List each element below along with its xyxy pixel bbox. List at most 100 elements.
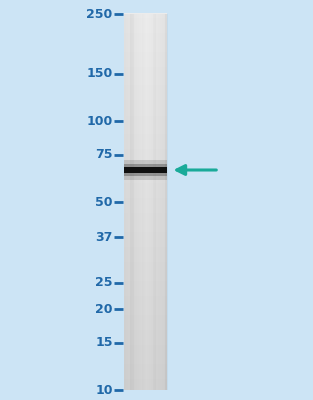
Bar [161, 14, 162, 390]
Bar [124, 239, 167, 243]
Bar [124, 179, 167, 183]
Bar [124, 58, 167, 63]
Bar [124, 273, 167, 277]
Bar [124, 167, 167, 173]
Bar [154, 14, 156, 390]
Bar [140, 14, 141, 390]
Bar [124, 318, 167, 322]
Bar [124, 378, 167, 382]
Bar [124, 348, 167, 352]
Bar [124, 104, 167, 108]
Bar [129, 14, 131, 390]
Bar [135, 14, 136, 390]
Bar [164, 14, 166, 390]
Bar [167, 14, 168, 390]
Bar [124, 134, 167, 138]
Bar [124, 209, 167, 213]
Text: 150: 150 [86, 67, 113, 80]
Bar [124, 224, 167, 228]
Bar [124, 310, 167, 315]
Bar [124, 235, 167, 240]
Bar [124, 24, 167, 29]
Bar [124, 107, 167, 112]
Bar [125, 14, 126, 390]
Bar [158, 14, 159, 390]
Bar [124, 261, 167, 266]
Bar [124, 148, 167, 153]
Bar [124, 280, 167, 285]
Bar [124, 175, 167, 180]
Bar [124, 242, 167, 247]
Bar [127, 14, 128, 390]
Bar [160, 14, 161, 390]
Bar [124, 284, 167, 288]
Bar [124, 190, 167, 194]
Bar [124, 344, 167, 349]
Bar [124, 333, 167, 337]
Bar [150, 14, 151, 390]
Bar [124, 322, 167, 326]
Bar [124, 32, 167, 36]
Bar [124, 295, 167, 300]
Bar [124, 276, 167, 281]
Bar [124, 386, 167, 390]
Bar [124, 54, 167, 59]
Bar [141, 14, 143, 390]
Bar [124, 160, 167, 164]
Bar [124, 100, 167, 104]
Bar [124, 70, 167, 74]
Bar [124, 340, 167, 345]
Bar [124, 141, 167, 146]
Bar [124, 336, 167, 341]
Bar [124, 14, 125, 390]
Bar [144, 14, 146, 390]
Bar [124, 265, 167, 270]
Bar [124, 51, 167, 55]
Bar [124, 246, 167, 251]
Bar [146, 14, 148, 390]
Bar [149, 14, 150, 390]
Bar [124, 288, 167, 292]
Bar [124, 374, 167, 379]
Text: 50: 50 [95, 196, 113, 208]
Bar [142, 14, 144, 390]
Bar [124, 137, 167, 142]
Bar [124, 28, 167, 33]
Bar [124, 201, 167, 206]
Bar [124, 81, 167, 86]
Bar [132, 14, 134, 390]
Bar [124, 363, 167, 368]
Bar [124, 47, 167, 52]
Bar [124, 92, 167, 97]
Bar [124, 88, 167, 93]
Bar [151, 14, 152, 390]
Bar [124, 306, 167, 311]
Bar [136, 14, 137, 390]
Bar [124, 269, 167, 274]
Bar [124, 130, 167, 134]
Bar [124, 96, 167, 100]
Bar [143, 14, 145, 390]
Text: 37: 37 [95, 231, 113, 244]
Text: 10: 10 [95, 384, 113, 396]
Bar [148, 14, 149, 390]
Bar [124, 21, 167, 25]
Bar [124, 160, 167, 180]
Bar [124, 314, 167, 318]
Bar [124, 40, 167, 44]
Bar [124, 73, 167, 78]
Bar [131, 14, 133, 390]
Bar [124, 115, 167, 119]
Bar [124, 171, 167, 176]
Bar [146, 14, 147, 390]
Bar [124, 77, 167, 82]
Bar [124, 167, 167, 172]
Bar [124, 186, 167, 191]
Bar [139, 14, 140, 390]
Text: 15: 15 [95, 336, 113, 349]
Text: 20: 20 [95, 302, 113, 316]
Bar [124, 367, 167, 371]
Bar [124, 303, 167, 307]
Bar [124, 329, 167, 334]
Bar [124, 250, 167, 255]
